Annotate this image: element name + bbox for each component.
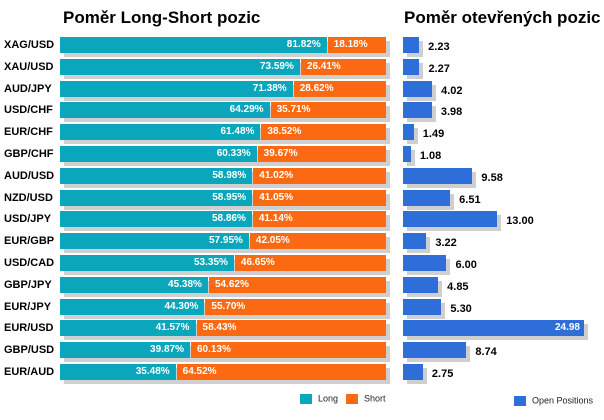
pair-label-usd-cad: USD/CAD — [4, 257, 55, 269]
legend-short-label: Short — [364, 393, 386, 404]
long-bar-aud-usd: 58.98% — [60, 167, 253, 184]
legend-short-swatch — [346, 393, 358, 404]
legend-open-positions-swatch — [514, 395, 526, 406]
long-bar-usd-cad: 53.35% — [60, 255, 234, 271]
open-positions-chart-title: Poměr otevřených pozic — [404, 8, 601, 27]
open-positions-bar-aud-jpy — [403, 80, 433, 97]
pair-label-usd-jpy: USD/JPY — [4, 213, 52, 226]
pair-label-eur-aud: EUR/AUD — [4, 366, 55, 378]
long-bar-usd-jpy: 58.86% — [60, 211, 252, 228]
legend-open-positions: Open Positions — [514, 394, 593, 407]
short-bar-usd-jpy: 41.14% — [252, 211, 386, 228]
open-positions-label-aud-jpy: 4.02 — [441, 84, 463, 97]
pair-label-aud-usd: AUD/USD — [4, 169, 55, 182]
open-positions-label-xau-usd: 2.27 — [428, 62, 450, 75]
short-bar-usd-cad: 46.65% — [234, 255, 386, 271]
long-bar-aud-jpy: 71.38% — [60, 80, 293, 97]
open-positions-bar-eur-aud — [403, 364, 423, 380]
open-positions-bar-eur-gbp — [403, 233, 427, 250]
open-positions-bar-usd-cad — [403, 255, 447, 271]
short-bar-aud-usd: 41.02% — [253, 167, 386, 184]
pair-label-xau-usd: XAU/USD — [4, 60, 54, 73]
long-bar-eur-chf: 61.48% — [60, 124, 261, 141]
open-positions-bar-usd-chf — [403, 102, 432, 119]
pair-label-eur-chf: EUR/CHF — [4, 126, 53, 139]
short-bar-eur-gbp: 42.05% — [249, 233, 386, 250]
open-positions-label-usd-chf: 3.98 — [440, 106, 463, 119]
pair-label-xag-usd: XAG/USD — [4, 39, 55, 51]
open-positions-bar-xag-usd — [403, 37, 420, 53]
pair-label-gbp-jpy: GBP/JPY — [4, 278, 52, 291]
open-positions-bar-xau-usd — [403, 58, 420, 75]
open-positions-bar-gbp-chf — [403, 146, 411, 162]
open-positions-bar-gbp-usd — [403, 342, 467, 359]
short-bar-eur-chf: 38.52% — [261, 124, 386, 141]
short-bar-eur-jpy: 55.70% — [205, 298, 386, 315]
short-bar-aud-jpy: 28.62% — [293, 80, 386, 97]
pair-label-gbp-chf: GBP/CHF — [4, 148, 54, 160]
open-positions-bar-eur-jpy — [403, 298, 442, 315]
open-positions-label-usd-cad: 6.00 — [455, 259, 477, 271]
long-bar-xag-usd: 81.82% — [60, 37, 327, 53]
short-bar-gbp-chf: 39.67% — [257, 146, 386, 162]
legend-open-positions-label: Open Positions — [532, 395, 594, 406]
pair-label-eur-jpy: EUR/JPY — [4, 300, 52, 313]
short-bar-gbp-usd: 60.13% — [190, 342, 386, 359]
pair-label-eur-gbp: EUR/GBP — [4, 235, 55, 248]
short-bar-xag-usd: 18.18% — [327, 37, 386, 53]
legend-long-swatch — [300, 393, 312, 404]
open-positions-label-aud-usd: 9.58 — [481, 171, 503, 184]
long-bar-eur-jpy: 44.30% — [60, 298, 205, 315]
short-bar-eur-aud: 64.52% — [176, 364, 386, 380]
open-positions-label-eur-gbp: 3.22 — [435, 237, 457, 250]
open-positions-bar-aud-usd — [403, 167, 473, 184]
short-bar-nzd-usd: 41.05% — [253, 189, 386, 206]
open-positions-bar-shadow — [407, 150, 415, 166]
open-positions-label-xag-usd: 2.23 — [428, 41, 450, 53]
long-short-chart-title: Poměr Long-Short pozic — [63, 8, 261, 27]
long-bar-nzd-usd: 58.95% — [60, 189, 253, 206]
pair-label-aud-jpy: AUD/JPY — [4, 82, 52, 95]
long-bar-usd-chf: 64.29% — [60, 102, 270, 119]
long-bar-gbp-usd: 39.87% — [60, 342, 190, 359]
long-bar-gbp-chf: 60.33% — [60, 146, 257, 162]
long-bar-xau-usd: 73.59% — [60, 58, 300, 75]
open-positions-bar-usd-jpy — [403, 211, 498, 228]
legend-long-label: Long — [318, 393, 339, 404]
open-positions-label-gbp-jpy: 4.85 — [447, 280, 469, 293]
open-positions-label-gbp-usd: 8.74 — [475, 346, 497, 359]
short-bar-eur-usd: 58.43% — [196, 320, 386, 337]
pair-label-gbp-usd: GBP/USD — [4, 344, 55, 357]
long-bar-eur-usd: 41.57% — [60, 320, 196, 337]
short-bar-usd-chf: 35.71% — [270, 102, 386, 119]
open-positions-bar-gbp-jpy — [403, 276, 439, 293]
open-positions-bar-nzd-usd — [403, 189, 451, 206]
long-bar-gbp-jpy: 45.38% — [60, 276, 208, 293]
open-positions-label-usd-jpy: 13.00 — [506, 215, 534, 228]
open-positions-label-gbp-chf: 1.08 — [419, 150, 442, 162]
long-bar-eur-gbp: 57.95% — [60, 233, 249, 250]
pair-label-eur-usd: EUR/USD — [4, 322, 54, 335]
open-positions-label-eur-aud: 2.75 — [431, 368, 454, 380]
short-bar-gbp-jpy: 54.62% — [208, 276, 386, 293]
legend-short: Short — [346, 392, 386, 405]
open-positions-label-eur-chf: 1.49 — [422, 128, 445, 141]
short-bar-xau-usd: 26.41% — [300, 58, 386, 75]
pair-label-nzd-usd: NZD/USD — [4, 191, 53, 204]
open-positions-bar-eur-usd: 24.98 — [403, 320, 584, 337]
long-bar-eur-aud: 35.48% — [60, 364, 176, 380]
open-positions-label-nzd-usd: 6.51 — [459, 193, 481, 206]
pair-label-usd-chf: USD/CHF — [4, 104, 53, 117]
legend-long: Long — [300, 392, 338, 405]
open-positions-label-eur-jpy: 5.30 — [450, 302, 472, 315]
open-positions-bar-eur-chf — [403, 124, 414, 141]
